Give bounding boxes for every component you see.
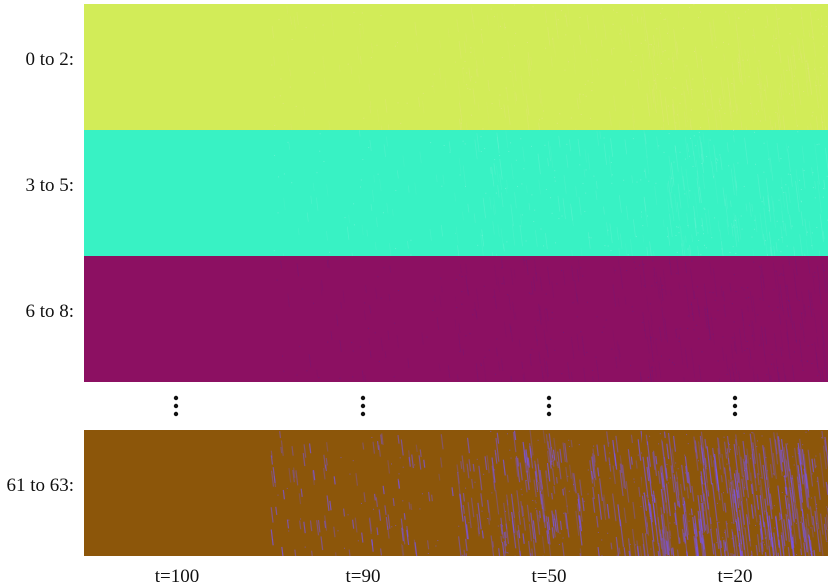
vertical-ellipsis-icon (642, 395, 828, 422)
sample-image (456, 430, 642, 556)
row-label: 61 to 63: (6, 475, 74, 496)
sample-image (270, 4, 456, 130)
row-label: 6 to 8: (25, 301, 74, 322)
sample-image (456, 256, 642, 382)
sample-image (84, 256, 270, 382)
row-label: 3 to 5: (25, 175, 74, 196)
sample-image (642, 430, 828, 556)
sample-image (642, 256, 828, 382)
row-label: 0 to 2: (25, 49, 74, 70)
vertical-ellipsis-icon (456, 395, 642, 422)
sample-image (84, 4, 270, 130)
sample-image (270, 430, 456, 556)
sample-image (642, 130, 828, 256)
column-label: t=90 (345, 566, 381, 587)
vertical-ellipsis-icon (270, 395, 456, 422)
sample-image (456, 130, 642, 256)
sample-image (642, 4, 828, 130)
column-label: t=50 (531, 566, 567, 587)
column-label: t=100 (154, 566, 200, 587)
sample-image (270, 130, 456, 256)
sample-image (270, 256, 456, 382)
sample-image (84, 130, 270, 256)
sample-image (456, 4, 642, 130)
vertical-ellipsis-icon (83, 395, 269, 422)
sample-image (84, 430, 270, 556)
column-label: t=20 (717, 566, 753, 587)
